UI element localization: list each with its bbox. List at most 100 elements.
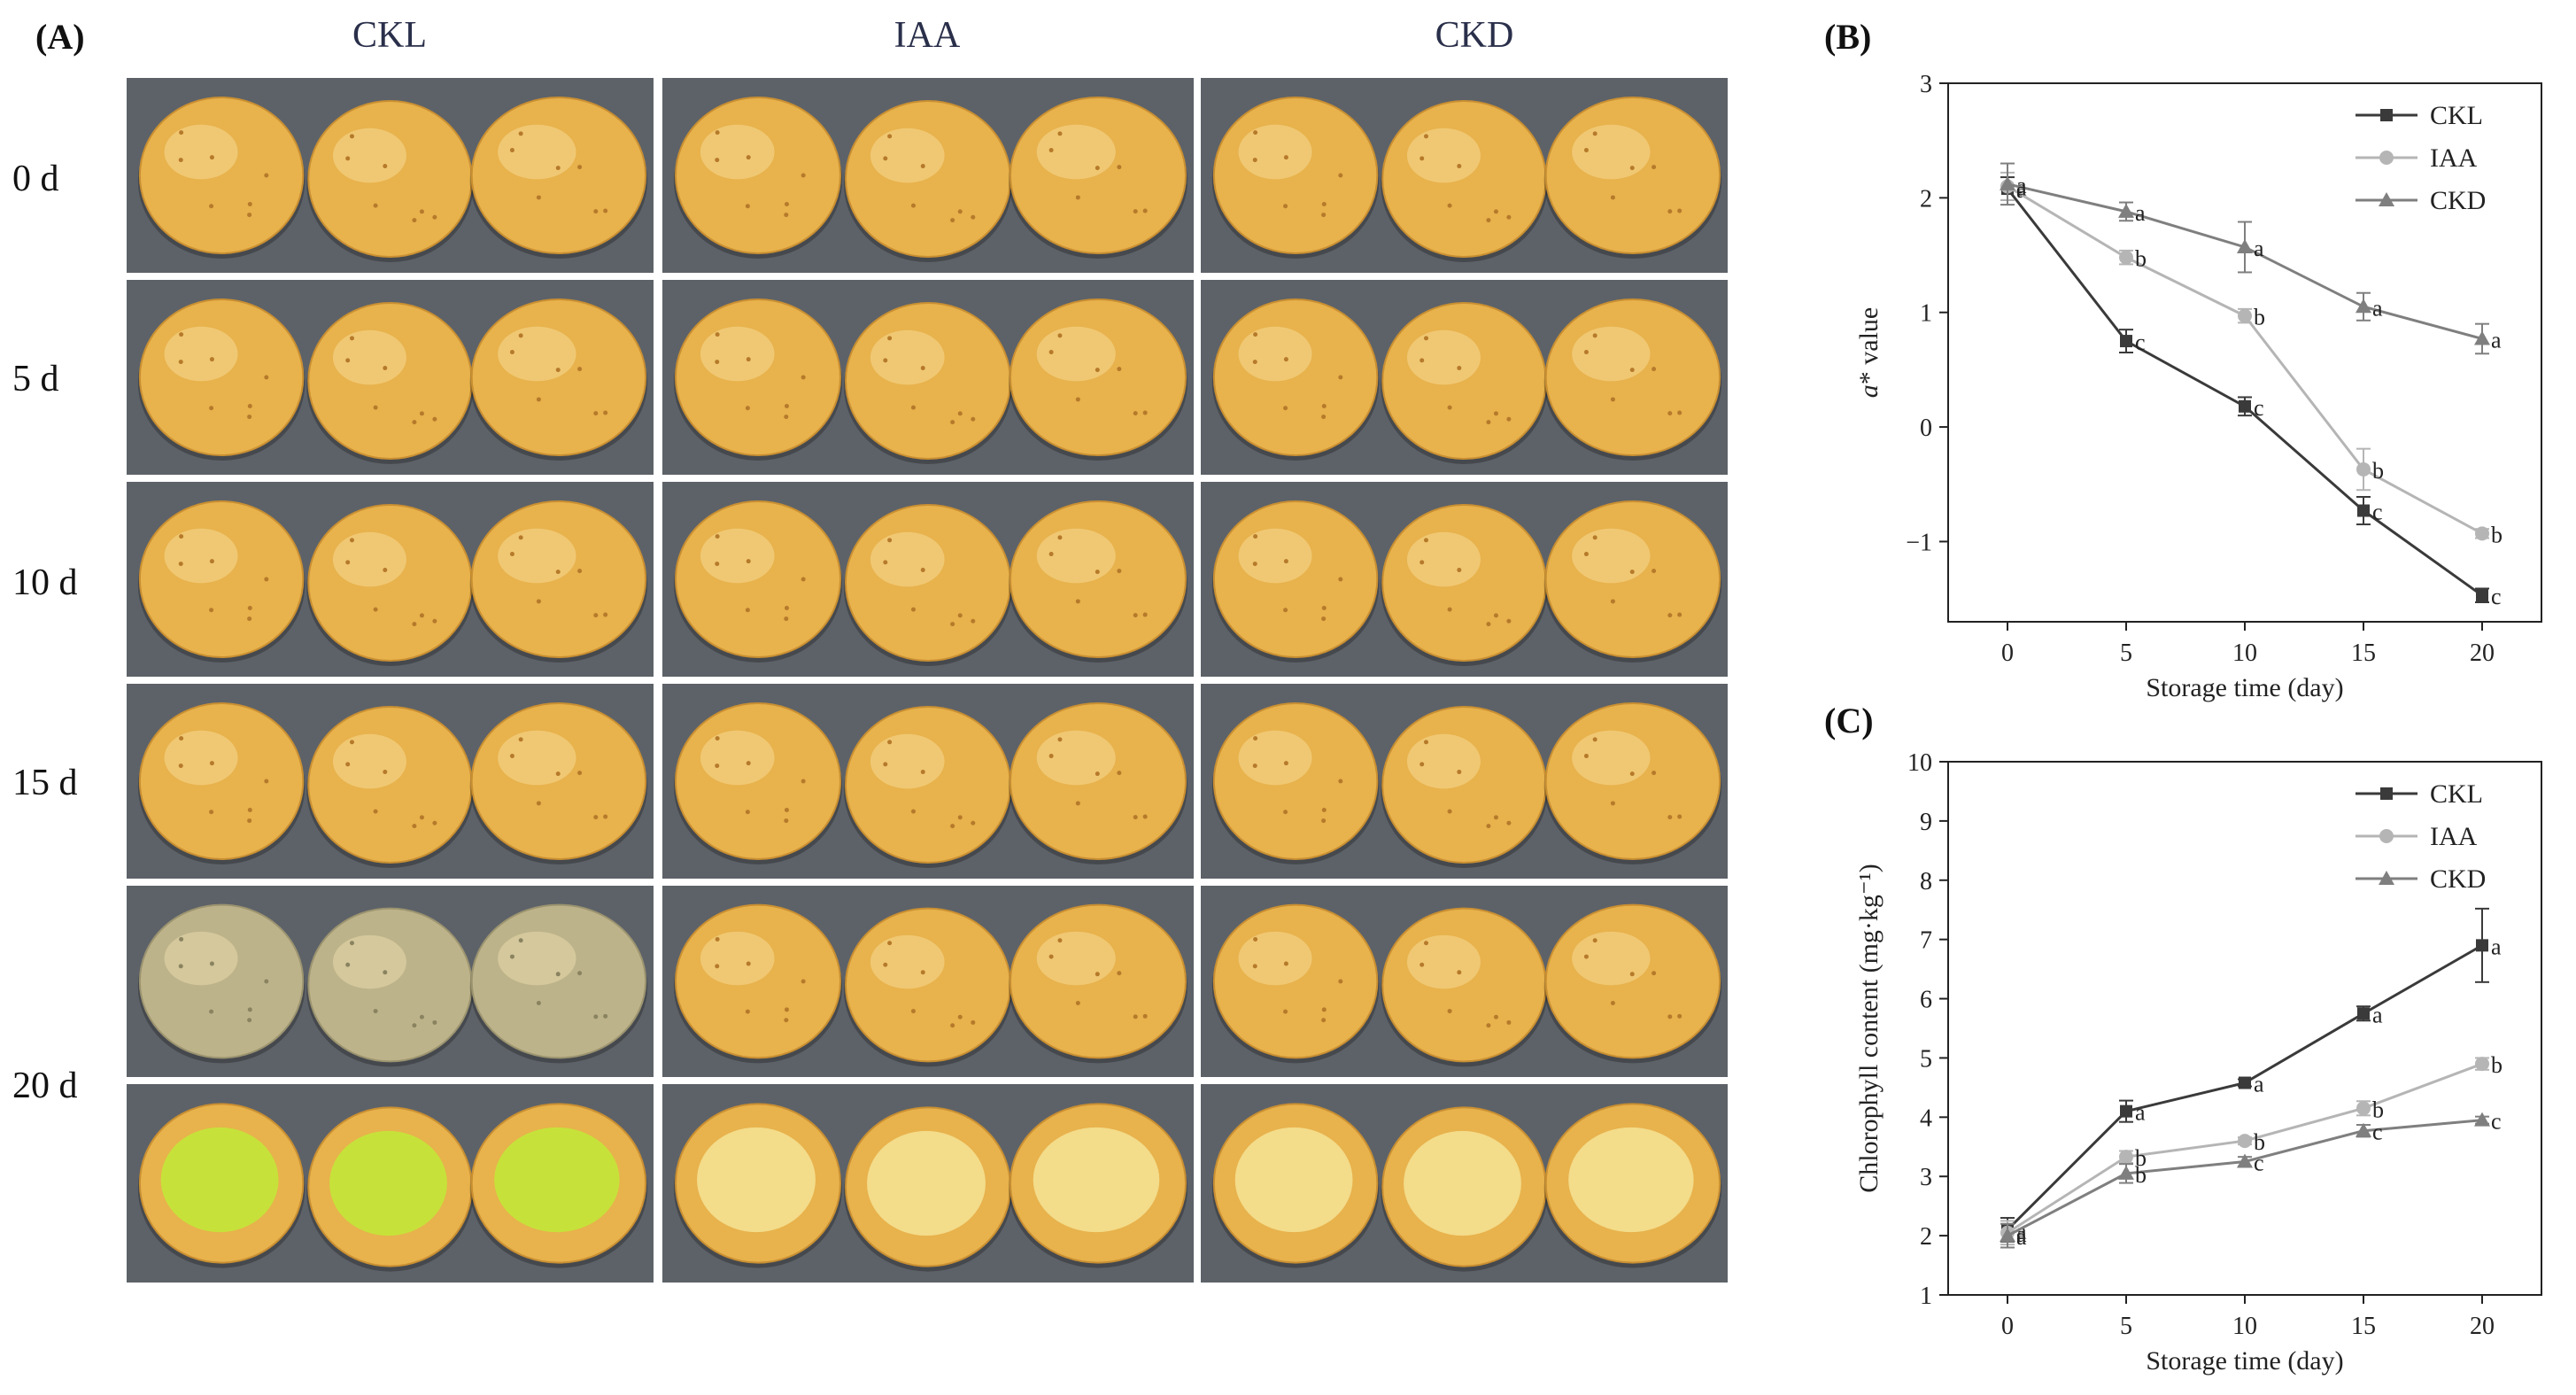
potato-eye xyxy=(419,411,424,416)
series-ckd: ab cc c xyxy=(2000,1109,2502,1250)
potato-flesh xyxy=(160,1127,279,1233)
x-tick-label: 10 xyxy=(2232,639,2257,667)
potato-skin xyxy=(138,903,305,1059)
photo-cell-image xyxy=(674,500,1187,666)
potato-highlight xyxy=(1406,934,1481,989)
potato-highlight xyxy=(164,730,238,786)
photo-cell-image xyxy=(1211,1103,1722,1272)
potato xyxy=(1009,903,1187,1064)
potato-eye xyxy=(1629,166,1635,171)
photo-cell-image xyxy=(674,97,1187,262)
potato-eye xyxy=(920,164,925,169)
potato-highlight xyxy=(332,329,406,385)
potato-eye xyxy=(373,809,378,814)
potato-eye xyxy=(1486,622,1491,627)
potato xyxy=(844,504,1012,666)
legend-marker xyxy=(2380,787,2393,800)
potato-skin xyxy=(1544,903,1721,1059)
y-tick-label: 6 xyxy=(1920,987,1932,1014)
data-point xyxy=(2239,1076,2251,1089)
potato-highlight xyxy=(1238,931,1312,986)
panel-a-label: (A) xyxy=(35,17,85,57)
potato-eye xyxy=(1420,560,1425,565)
potato-skin xyxy=(845,100,1011,258)
potato xyxy=(1543,903,1722,1064)
potato-eye xyxy=(1048,954,1054,959)
potato-eye xyxy=(1420,358,1425,363)
potato-eye xyxy=(746,761,751,766)
y-tick-label: 1 xyxy=(1920,300,1932,328)
potato-highlight xyxy=(332,733,406,789)
potato-eye xyxy=(603,208,608,213)
potato-eye xyxy=(1095,570,1100,575)
potato xyxy=(1543,1103,1722,1268)
potato-eye xyxy=(887,740,893,745)
potato-eye xyxy=(1457,366,1462,371)
potato-eye xyxy=(1677,208,1683,213)
potato-eye xyxy=(1338,979,1343,984)
potato-eye xyxy=(1252,158,1257,163)
data-point xyxy=(2357,1007,2370,1020)
potato-eye xyxy=(1583,552,1589,557)
potato xyxy=(306,100,474,262)
potato-eye xyxy=(910,405,916,410)
potato xyxy=(1543,97,1722,259)
potato-eye xyxy=(1117,971,1122,976)
potato-eye xyxy=(349,740,354,745)
potato-eye xyxy=(383,366,388,371)
significance-letter: c xyxy=(2254,395,2264,421)
potato-skin xyxy=(1212,298,1379,456)
potato-eye xyxy=(1457,770,1462,775)
potato-eye xyxy=(247,616,252,622)
potato-eye xyxy=(1677,612,1683,617)
legend-marker xyxy=(2380,109,2393,121)
potato-eye xyxy=(209,1009,214,1014)
potato-eye xyxy=(745,608,750,613)
potato-eye xyxy=(1283,204,1288,209)
x-axis-label: Storage time (day) xyxy=(2146,1346,2343,1376)
potato-eye xyxy=(349,941,354,946)
potato-skin xyxy=(470,500,647,658)
potato xyxy=(1381,1106,1548,1272)
potato-eye xyxy=(1338,173,1343,178)
potato-skin xyxy=(675,97,841,254)
potato-eye xyxy=(801,577,806,582)
potato-eye xyxy=(264,173,269,178)
photo-cell xyxy=(662,886,1194,1077)
potato-eye xyxy=(746,155,751,160)
potato xyxy=(306,907,474,1067)
potato-eye xyxy=(1321,808,1327,813)
potato xyxy=(1009,298,1187,461)
potato-skin xyxy=(845,504,1011,662)
potato-eye xyxy=(1117,165,1122,170)
row-header-20d: 20 d xyxy=(12,1066,78,1106)
potato-eye xyxy=(555,771,561,777)
potato-skin xyxy=(470,903,647,1059)
potato-eye xyxy=(509,552,514,557)
potato-highlight xyxy=(332,934,406,989)
potato-eye xyxy=(1142,410,1148,415)
chart-svg: 1 2 3 4 5 6 7 8 9 10 0 5 10 15 20 Storage time (day) Chl… xyxy=(1854,749,2542,1376)
photo-cell xyxy=(1201,78,1728,273)
potato-eye xyxy=(920,770,925,775)
potato-eye xyxy=(957,1014,963,1019)
potato xyxy=(1381,504,1548,666)
potato-skin xyxy=(307,100,473,258)
potato-skin xyxy=(470,702,647,860)
potato-eye xyxy=(1423,941,1428,946)
potato-eye xyxy=(509,954,514,959)
significance-letter: a xyxy=(2016,173,2027,198)
y-tick-label: 5 xyxy=(1920,1045,1932,1073)
potato-eye xyxy=(1075,195,1080,200)
significance-letter: a xyxy=(2135,200,2146,226)
potato-eye xyxy=(1095,771,1100,777)
potato-eye xyxy=(209,608,214,613)
potato-eye xyxy=(209,155,214,160)
potato-eye xyxy=(1610,599,1615,604)
potato-eye xyxy=(746,357,751,362)
potato-skin xyxy=(1212,702,1379,860)
potato-eye xyxy=(1486,218,1491,223)
potato-eye xyxy=(1117,771,1122,776)
